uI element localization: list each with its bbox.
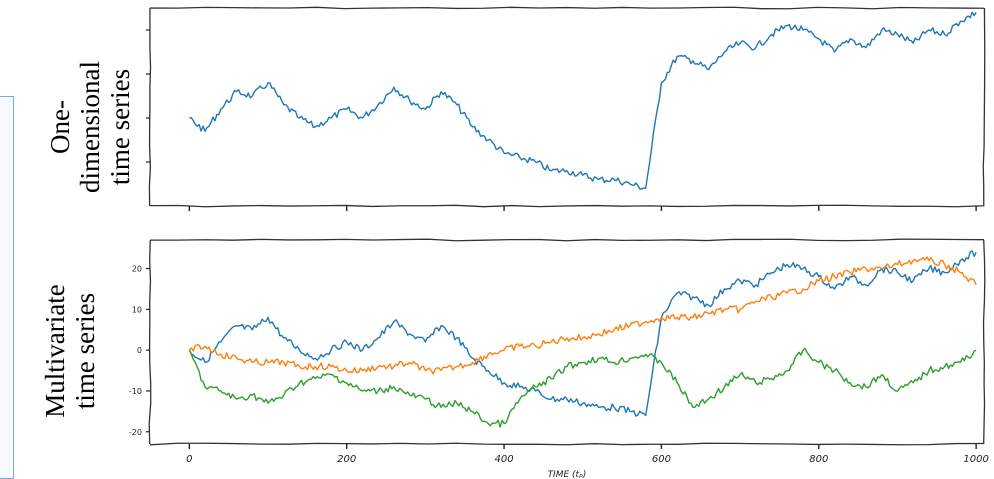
y-tick-label: 0	[137, 346, 142, 355]
series-line-orange	[188, 256, 977, 375]
x-tick-label: 0	[186, 454, 192, 465]
label-one-dimensional-line1: One-	[45, 100, 75, 154]
y-tick-label: 20	[132, 265, 142, 274]
x-tick-label: 200	[337, 454, 356, 465]
x-tick-label: 1000	[963, 454, 988, 465]
label-one-dimensional-line2: dimensional	[75, 61, 105, 193]
y-tick-label: -20	[129, 428, 142, 437]
axes-frame	[148, 238, 986, 446]
series-line-blue	[189, 11, 977, 190]
x-axis-label: TIME (tₚ)	[548, 470, 587, 479]
y-tick-label: -10	[129, 387, 142, 396]
axes-frame	[148, 6, 986, 208]
series-line-blue	[188, 250, 977, 417]
label-one-dimensional: One- dimensional time series	[45, 0, 135, 257]
y-tick-label: 10	[132, 305, 142, 314]
panel-one-dimensional	[146, 6, 986, 211]
x-tick-label: 800	[809, 454, 828, 465]
x-tick-label: 400	[495, 454, 514, 465]
label-multivariate-line1: Multivariate	[40, 284, 70, 418]
label-one-dimensional-line3: time series	[105, 68, 135, 186]
label-multivariate-line2: time series	[70, 292, 100, 410]
panel-multivariate: 0 200 400 600 800 1000 -20 -10 0 10 20 TIME (tₚ)	[129, 238, 989, 479]
x-tick-label: 600	[652, 454, 671, 465]
series-line-green	[188, 347, 977, 428]
label-multivariate: Multivariate time series	[37, 241, 103, 461]
